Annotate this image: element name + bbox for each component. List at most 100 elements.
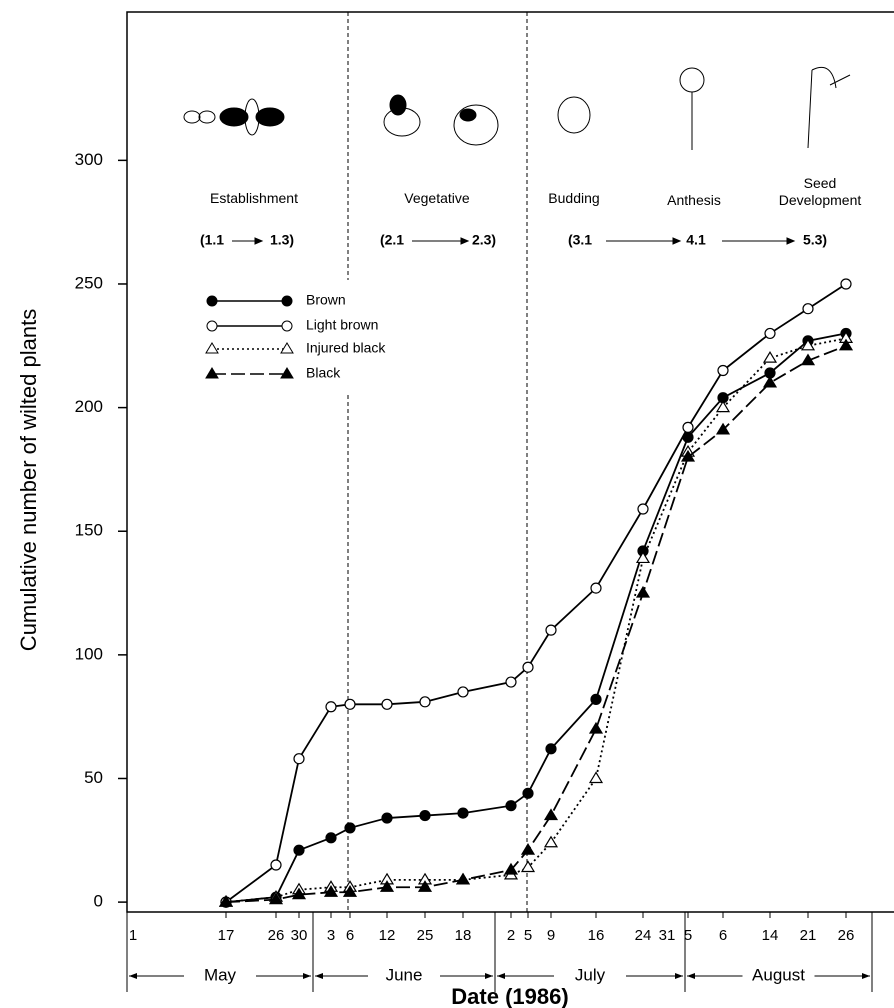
data-point xyxy=(503,862,519,875)
data-point xyxy=(325,701,337,713)
x-tick-label: 5 xyxy=(684,927,692,944)
y-tick-label: 150 xyxy=(75,521,103,540)
data-point xyxy=(838,338,854,351)
data-point xyxy=(762,375,778,388)
plant-icons xyxy=(183,66,851,150)
stage-code: (1.1 xyxy=(200,232,224,248)
data-point xyxy=(682,421,694,433)
month-label: June xyxy=(386,965,423,984)
data-point xyxy=(344,698,356,710)
month-label: May xyxy=(204,965,237,984)
data-point xyxy=(522,787,534,799)
data-point xyxy=(543,808,559,821)
data-point xyxy=(293,753,305,765)
data-point xyxy=(419,809,431,822)
y-tick-label: 300 xyxy=(75,150,103,169)
data-point xyxy=(293,844,305,856)
legend-marker xyxy=(206,320,218,332)
y-tick-label: 0 xyxy=(94,892,103,911)
code-arrows xyxy=(232,237,796,245)
stage-code: (2.1 xyxy=(380,232,404,248)
data-point xyxy=(715,422,731,435)
data-point xyxy=(543,835,559,848)
data-point xyxy=(764,327,776,340)
data-point xyxy=(344,822,356,834)
y-tick-label: 200 xyxy=(75,397,103,416)
data-point xyxy=(323,885,339,897)
data-point xyxy=(522,661,534,673)
month-label: July xyxy=(575,965,606,984)
data-point xyxy=(762,350,778,363)
x-tick-label: 1 xyxy=(129,927,137,944)
data-point xyxy=(800,353,816,366)
y-tick-label: 50 xyxy=(84,768,103,787)
data-point xyxy=(840,278,852,290)
stage-label: Budding xyxy=(548,190,600,206)
legend-marker xyxy=(280,367,294,379)
data-point xyxy=(545,624,557,636)
data-point xyxy=(590,693,602,705)
data-point xyxy=(505,800,517,812)
series-line xyxy=(225,344,847,904)
month-label: August xyxy=(752,965,805,984)
x-tick-label: 6 xyxy=(719,927,727,944)
x-tick-label: 2 xyxy=(507,927,515,944)
x-axis-title: Date (1986) xyxy=(451,984,568,1008)
stage-label: Establishment xyxy=(210,190,298,206)
x-tick-label: 5 xyxy=(524,927,532,944)
x-tick-label: 14 xyxy=(762,927,779,944)
stage-code: (3.1 xyxy=(568,232,592,248)
data-point xyxy=(520,860,536,873)
x-tick-label: 21 xyxy=(800,927,817,944)
data-point xyxy=(635,585,651,598)
x-tick-label: 3 xyxy=(327,927,335,944)
legend-marker xyxy=(206,295,218,307)
y-tick-label: 250 xyxy=(75,273,103,292)
data-point xyxy=(379,880,395,892)
series-line xyxy=(225,337,847,904)
data-point xyxy=(457,807,469,819)
data-point xyxy=(588,721,604,734)
legend-label: Injured black xyxy=(306,340,386,356)
stage-code: 5.3) xyxy=(803,232,827,248)
data-point xyxy=(590,582,602,594)
x-tick-label: 18 xyxy=(455,927,472,944)
y-axis-title: Cumulative number of wilted plants xyxy=(16,309,41,651)
stage-code: 2.3) xyxy=(472,232,496,248)
y-tick-label: 100 xyxy=(75,644,103,663)
legend-marker xyxy=(205,342,219,354)
data-point xyxy=(505,676,517,688)
data-point xyxy=(381,698,393,710)
data-point xyxy=(342,885,358,897)
data-point xyxy=(381,812,393,824)
data-point xyxy=(520,843,536,855)
plot-frame xyxy=(126,11,894,913)
legend-marker xyxy=(205,367,219,379)
x-tick-label: 16 xyxy=(588,927,605,944)
stage-label: Seed Development xyxy=(778,175,862,208)
stage-code: 1.3) xyxy=(270,232,294,248)
data-point xyxy=(588,771,604,784)
data-point xyxy=(715,400,731,413)
series-line xyxy=(225,283,847,903)
data-point xyxy=(635,551,651,564)
x-tick-label: 24 xyxy=(635,927,652,944)
data-point xyxy=(637,503,649,515)
legend-marker xyxy=(281,295,293,307)
x-tick-label: 30 xyxy=(291,927,308,944)
data-point xyxy=(417,880,433,892)
x-tick-label: 12 xyxy=(379,927,396,944)
data-point xyxy=(680,449,696,462)
x-tick-label: 26 xyxy=(268,927,285,944)
x-tick-label: 6 xyxy=(346,927,354,944)
data-point xyxy=(218,894,234,907)
x-tick-label: 31 xyxy=(659,927,676,944)
data-point xyxy=(291,887,307,900)
data-point xyxy=(545,743,557,755)
legend-marker xyxy=(280,342,294,354)
stage-code: 4.1 xyxy=(686,232,706,248)
x-tick-label: 26 xyxy=(838,927,855,944)
legend-label: Light brown xyxy=(306,317,378,333)
